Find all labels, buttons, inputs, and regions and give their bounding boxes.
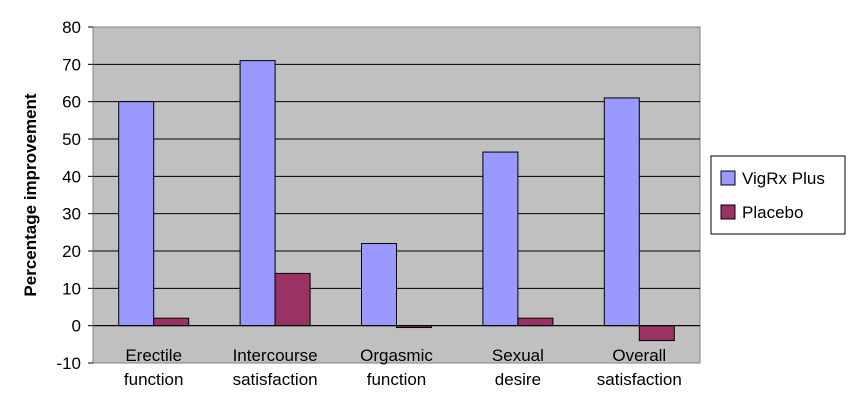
y-tick-label: 10 <box>62 279 81 298</box>
y-tick-label: 80 <box>62 18 81 37</box>
x-category-label: Orgasmic <box>360 346 433 365</box>
x-category-label: desire <box>495 370 541 389</box>
y-tick-label: 40 <box>62 167 81 186</box>
bar-placebo <box>274 272 311 327</box>
bar-placebo <box>153 317 190 327</box>
bar-placebo <box>517 317 554 327</box>
legend-label: Placebo <box>742 203 803 222</box>
x-category-label: satisfaction <box>597 370 682 389</box>
bar-vigrx-plus <box>482 151 519 327</box>
x-category-label: function <box>367 370 427 389</box>
bar-vigrx-plus <box>118 101 155 327</box>
y-tick-label: 60 <box>62 93 81 112</box>
legend-box <box>710 155 846 235</box>
bar-vigrx-plus <box>361 243 397 327</box>
bar-vigrx-plus <box>239 60 276 327</box>
legend-swatch <box>720 204 736 220</box>
x-category-label: function <box>124 370 184 389</box>
legend: VigRx Plus Placebo <box>710 155 846 235</box>
bar-vigrx-plus <box>603 97 640 327</box>
x-category-label: Sexual <box>492 346 544 365</box>
legend-label: VigRx Plus <box>742 169 825 188</box>
legend-swatch <box>720 170 736 186</box>
y-tick-label: 0 <box>72 317 81 336</box>
x-axis-ticks: Erectile function Intercourse satisfaction O… <box>124 346 682 389</box>
y-tick-label: 30 <box>62 205 81 224</box>
x-category-label: satisfaction <box>233 370 318 389</box>
y-axis-ticks: -10 0 10 20 30 40 50 60 70 80 <box>56 18 94 373</box>
x-category-label: Intercourse <box>233 346 318 365</box>
y-tick-label: 50 <box>62 130 81 149</box>
bar-placebo <box>638 325 675 342</box>
y-tick-label: 70 <box>62 55 81 74</box>
y-axis-label: Percentage improvement <box>21 93 40 296</box>
y-tick-label: -10 <box>56 354 81 373</box>
x-category-label: Erectile <box>125 346 182 365</box>
bars <box>118 60 675 342</box>
x-category-label: Overall <box>612 346 666 365</box>
y-tick-label: 20 <box>62 242 81 261</box>
